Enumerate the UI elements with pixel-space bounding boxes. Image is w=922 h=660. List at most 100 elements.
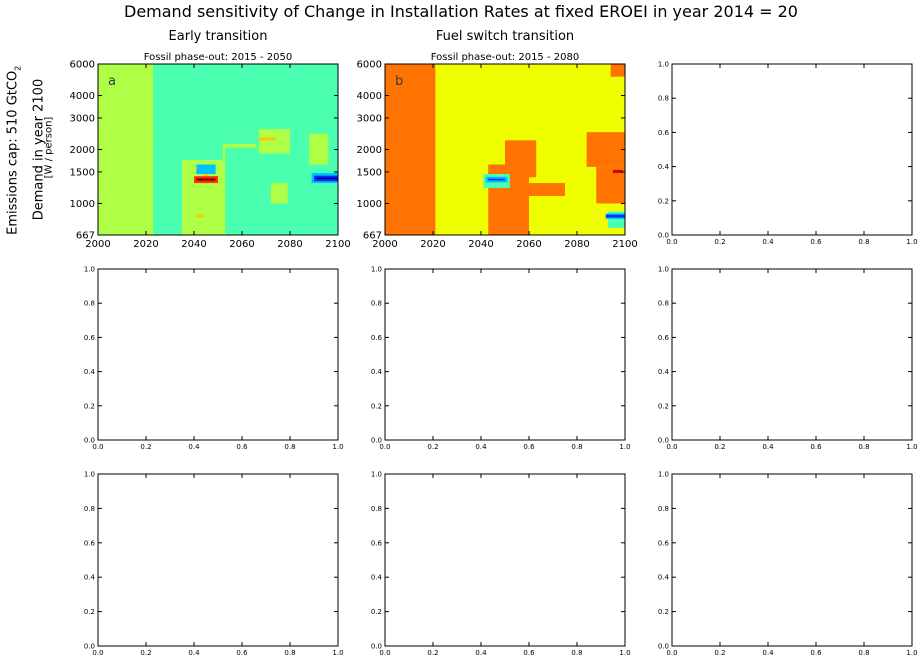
axes-frame — [97, 268, 339, 441]
heatmap-region — [316, 177, 338, 180]
x-tick-label: 0.2 — [714, 238, 725, 246]
panel-9: 0.0 0.2 0.4 0.6 0.8 1.0 0.0 0.2 0.4 0.6 0.8 1.0 — [658, 471, 918, 658]
y-tick-label: 0.4 — [658, 163, 670, 171]
y-tick-label: 0.8 — [371, 300, 382, 308]
axes-frame — [97, 473, 339, 647]
x-tick-label: 2100 — [612, 239, 637, 250]
x-tick-label: 2060 — [229, 239, 254, 250]
y-tick-label: 0.2 — [658, 197, 669, 205]
x-tick-label: 0.4 — [762, 238, 774, 246]
y-tick-label: 0.2 — [371, 608, 382, 616]
x-tick-label: 0.8 — [858, 649, 869, 657]
y-tick-label: 1.0 — [84, 266, 95, 274]
heatmap-region — [153, 64, 338, 144]
panel-3: 0.0 0.2 0.4 0.6 0.8 1.0 0.0 0.2 0.4 0.6 0.8 1.0 — [658, 61, 918, 247]
x-tick-label: 0.6 — [810, 238, 822, 246]
y-tick-label: 1.0 — [371, 471, 382, 479]
x-tick-label: 0.6 — [523, 443, 535, 451]
x-tick-label: 0.8 — [571, 649, 582, 657]
y-tick-label: 0.6 — [84, 539, 96, 547]
y-tick-label: 0.8 — [658, 300, 669, 308]
heatmap-region — [529, 183, 565, 197]
x-tick-label: 1.0 — [332, 443, 343, 451]
column-title-early: Early transition — [168, 29, 268, 44]
y-tick-label: 0.6 — [84, 334, 96, 342]
x-tick-label: 0.2 — [427, 443, 438, 451]
y-tick-label: 1.0 — [658, 61, 669, 69]
x-tick-label: 1.0 — [906, 649, 917, 657]
column-title-fuel-switch: Fuel switch transition — [435, 29, 575, 44]
x-tick-label: 2020 — [133, 239, 158, 250]
y-tick-label: 667 — [363, 231, 382, 242]
x-tick-label: 0.0 — [666, 238, 677, 246]
y-tick-label: 0.2 — [658, 402, 669, 410]
y-tick-label: 0.8 — [658, 95, 669, 103]
panel-6: 0.0 0.2 0.4 0.6 0.8 1.0 0.0 0.2 0.4 0.6 0.8 1.0 — [658, 266, 918, 452]
x-tick-label: 0.0 — [92, 443, 103, 451]
heatmap-region — [610, 64, 625, 77]
panel-4: 0.0 0.2 0.4 0.6 0.8 1.0 0.0 0.2 0.4 0.6 0.8 1.0 — [84, 266, 344, 452]
y-tick-label: 0.2 — [84, 402, 95, 410]
x-tick-label: 0.0 — [379, 649, 390, 657]
x-tick-label: 0.6 — [810, 649, 822, 657]
y-tick-label: 0.8 — [84, 300, 95, 308]
heatmap-region — [153, 143, 182, 235]
y-tick-label: 6000 — [70, 60, 95, 71]
heatmap-region — [488, 178, 505, 181]
y-tick-label: 0.4 — [371, 574, 383, 582]
x-tick-label: 0.6 — [523, 649, 535, 657]
y-tick-label: 667 — [76, 231, 95, 242]
panel-2: 2000 2020 2040 2060 2080 2100 667 1000 1500 2000 3… — [357, 52, 638, 250]
x-tick-label: 2060 — [516, 239, 541, 250]
y-tick-label: 3000 — [70, 113, 95, 124]
y-tick-label: 0.4 — [84, 574, 96, 582]
x-tick-label: 0.6 — [810, 443, 822, 451]
y-tick-label: 6000 — [357, 60, 382, 71]
heatmap-region — [586, 132, 625, 167]
y-tick-label: 2000 — [357, 145, 382, 156]
x-tick-label: 1.0 — [906, 238, 917, 246]
y-tick-label: 0.4 — [371, 368, 383, 376]
y-tick-label: 4000 — [357, 91, 382, 102]
axes-frame — [671, 63, 913, 236]
axes-frame — [384, 268, 626, 441]
heatmap-region — [596, 166, 625, 204]
heatmap-region — [182, 143, 223, 160]
y-tick-label: 3000 — [357, 113, 382, 124]
heatmap-region — [258, 129, 290, 154]
y-tick-label: 0.4 — [84, 368, 96, 376]
y-tick-label: 0.0 — [658, 437, 669, 445]
heatmap-region — [613, 169, 623, 173]
y-tick-label: 0.8 — [371, 505, 382, 513]
x-tick-label: 1.0 — [332, 649, 343, 657]
x-tick-label: 1.0 — [619, 649, 630, 657]
x-tick-label: 0.0 — [92, 649, 103, 657]
x-tick-label: 0.4 — [762, 649, 774, 657]
x-tick-label: 0.4 — [475, 649, 487, 657]
x-tick-label: 0.4 — [762, 443, 774, 451]
y-tick-label: 0.0 — [84, 643, 95, 651]
panel-letter: a — [108, 74, 116, 89]
y-tick-label: 0.0 — [371, 437, 382, 445]
y-tick-label: 1.0 — [658, 266, 669, 274]
axes-frame — [671, 268, 913, 441]
heatmap-region — [309, 133, 329, 165]
figure-title: Demand sensitivity of Change in Installa… — [124, 2, 798, 21]
x-tick-label: 0.2 — [714, 649, 725, 657]
y-tick-label: 1500 — [357, 167, 382, 178]
heatmap-field — [98, 64, 338, 235]
x-tick-label: 1.0 — [619, 443, 630, 451]
x-tick-label: 0.6 — [236, 649, 248, 657]
panel-5: 0.0 0.2 0.4 0.6 0.8 1.0 0.0 0.2 0.4 0.6 0.8 1.0 — [371, 266, 631, 452]
y-tick-label: 0.2 — [84, 608, 95, 616]
y-tick-label: 0.0 — [84, 437, 95, 445]
heatmap-region — [225, 147, 257, 235]
panel-7: 0.0 0.2 0.4 0.6 0.8 1.0 0.0 0.2 0.4 0.6 0.8 1.0 — [84, 471, 344, 658]
heatmap-region — [196, 178, 216, 181]
x-tick-label: 0.4 — [475, 443, 487, 451]
x-tick-label: 0.8 — [284, 649, 295, 657]
y-tick-label: 1000 — [357, 199, 382, 210]
y-tick-label: 0.0 — [658, 232, 669, 240]
y-tick-label: 0.2 — [658, 608, 669, 616]
x-tick-label: 2000 — [372, 239, 397, 250]
